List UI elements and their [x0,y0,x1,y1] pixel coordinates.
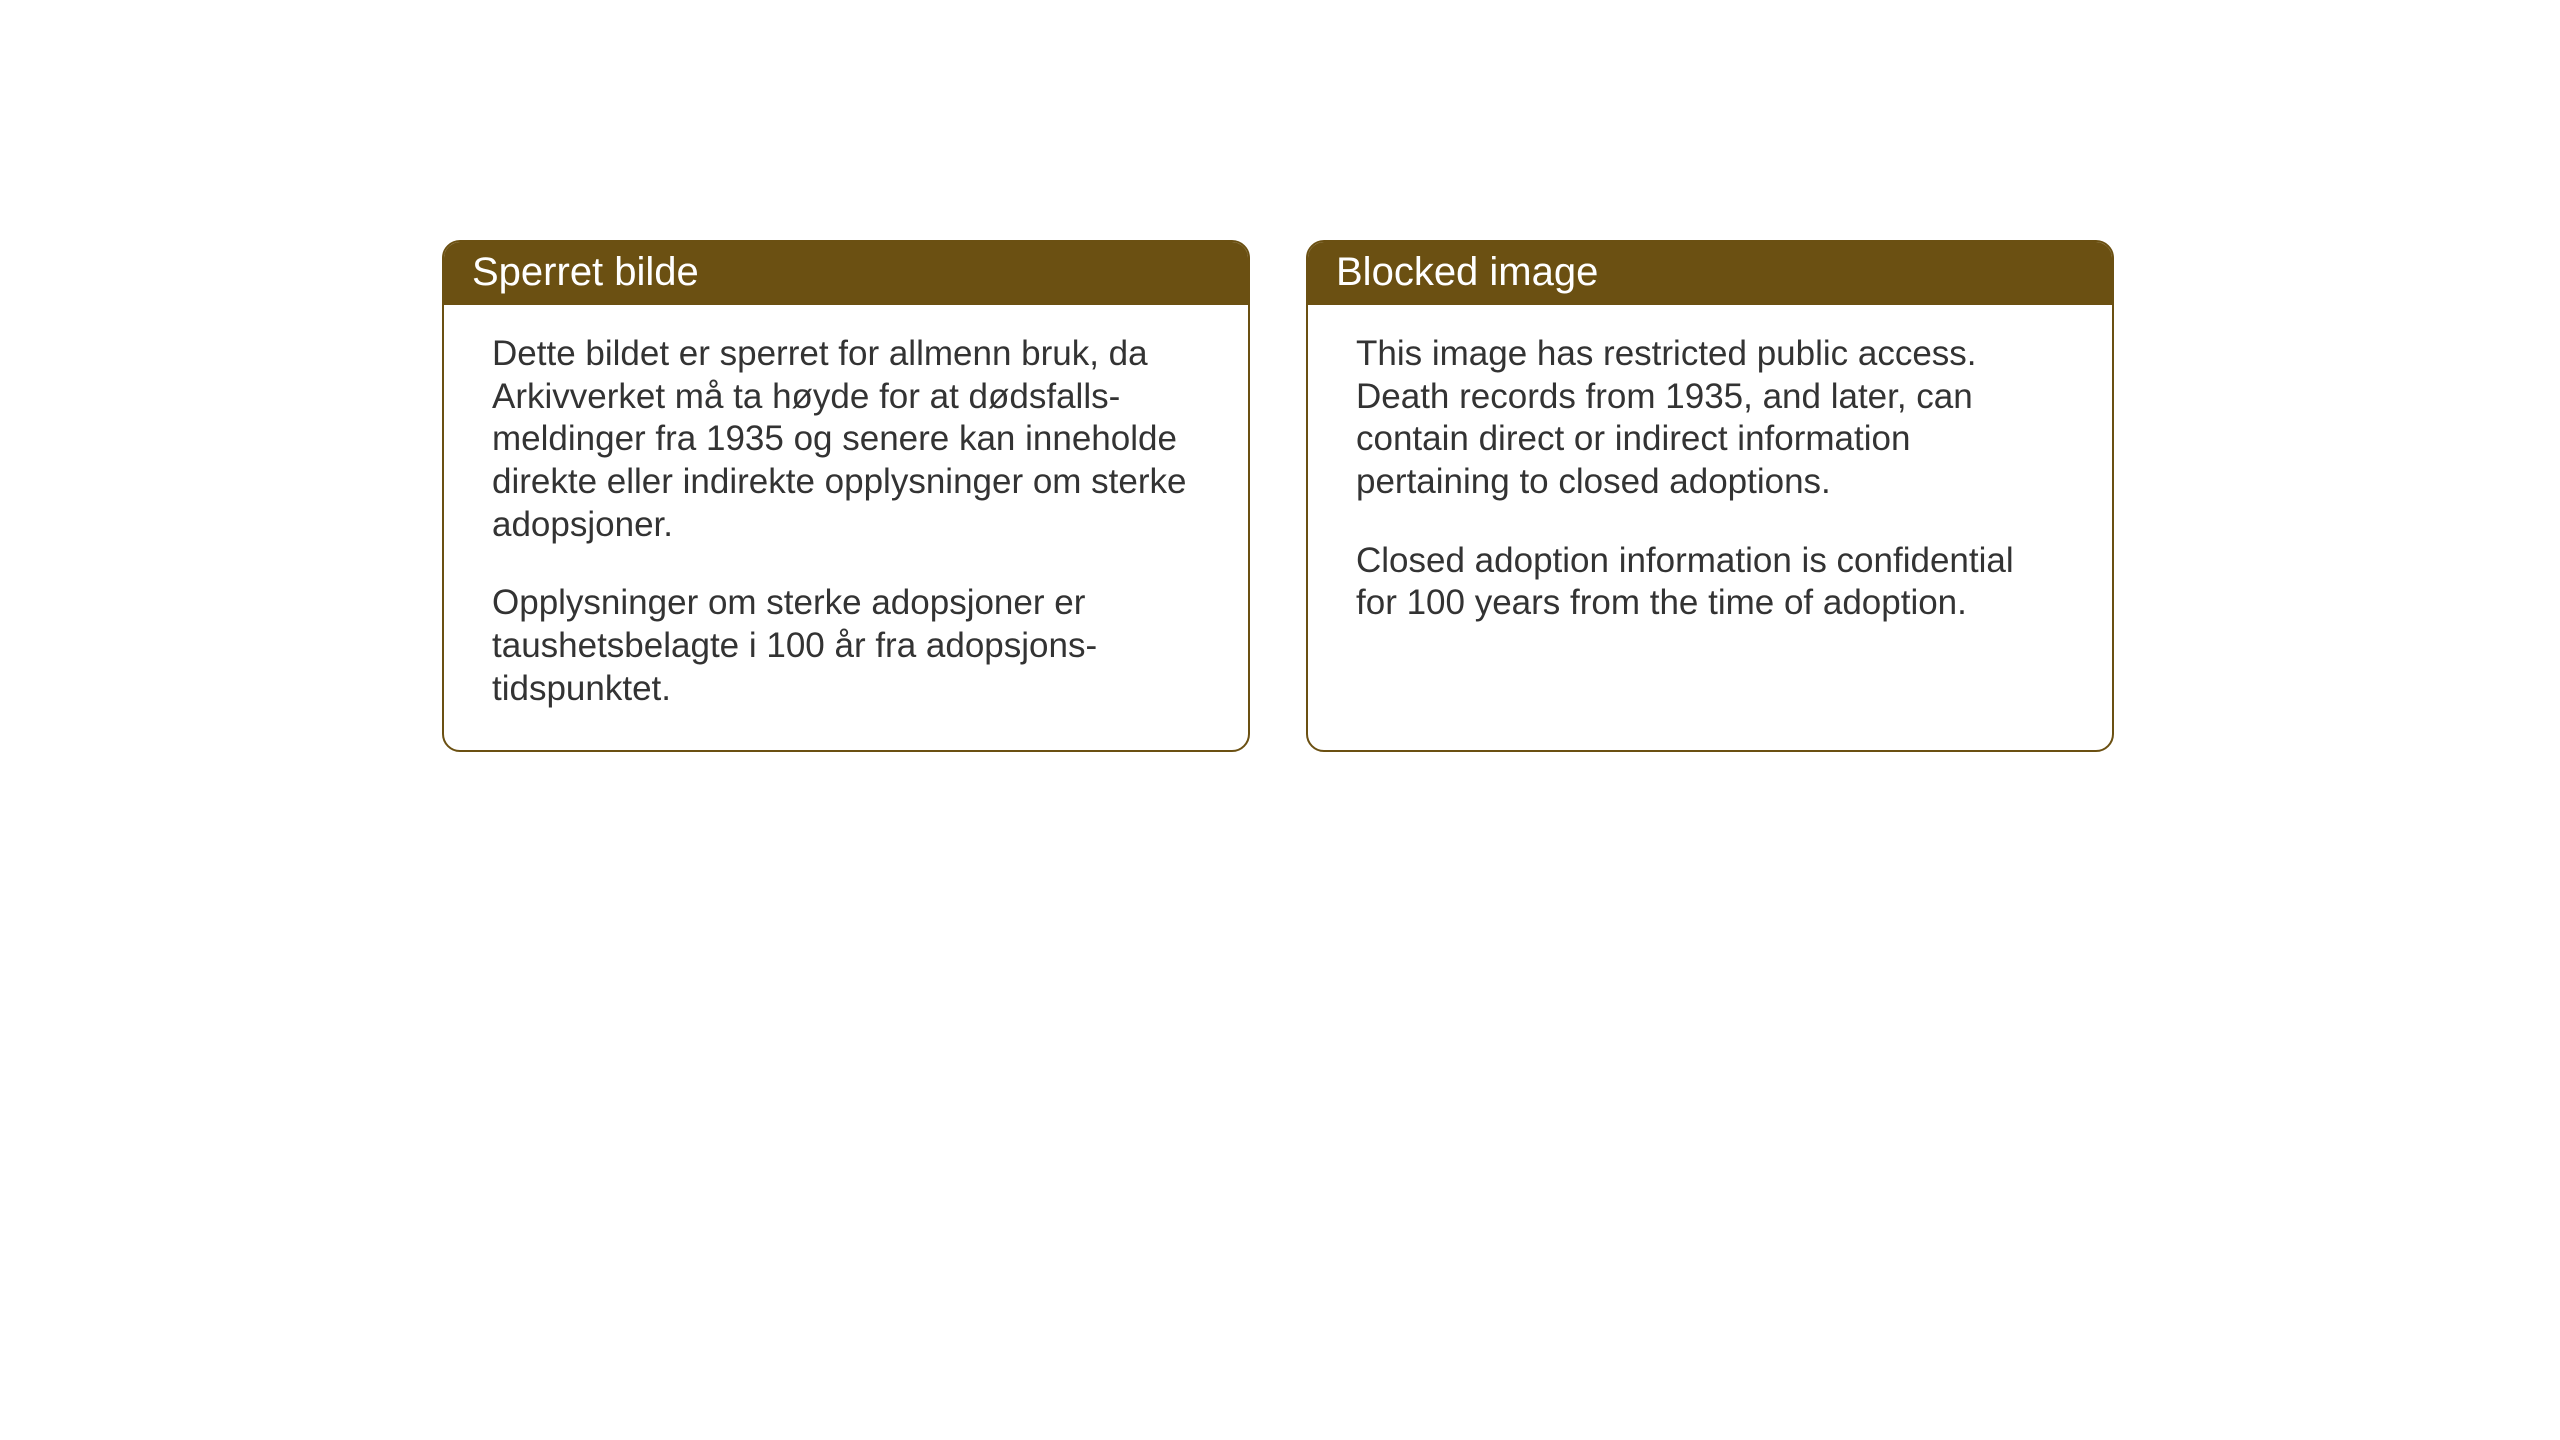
card-norwegian-paragraph-2: Opplysninger om sterke adopsjoner er tau… [492,582,1200,710]
card-english-paragraph-1: This image has restricted public access.… [1356,333,2064,504]
card-norwegian: Sperret bilde Dette bildet er sperret fo… [442,240,1250,752]
card-norwegian-paragraph-1: Dette bildet er sperret for allmenn bruk… [492,333,1200,546]
card-english-paragraph-2: Closed adoption information is confident… [1356,540,2064,625]
card-norwegian-title: Sperret bilde [472,250,699,294]
cards-container: Sperret bilde Dette bildet er sperret fo… [0,0,2560,752]
card-norwegian-body: Dette bildet er sperret for allmenn bruk… [444,305,1248,749]
card-english-header: Blocked image [1308,242,2112,305]
card-english-body: This image has restricted public access.… [1308,305,2112,663]
card-norwegian-header: Sperret bilde [444,242,1248,305]
card-english-title: Blocked image [1336,250,1598,294]
card-english: Blocked image This image has restricted … [1306,240,2114,752]
